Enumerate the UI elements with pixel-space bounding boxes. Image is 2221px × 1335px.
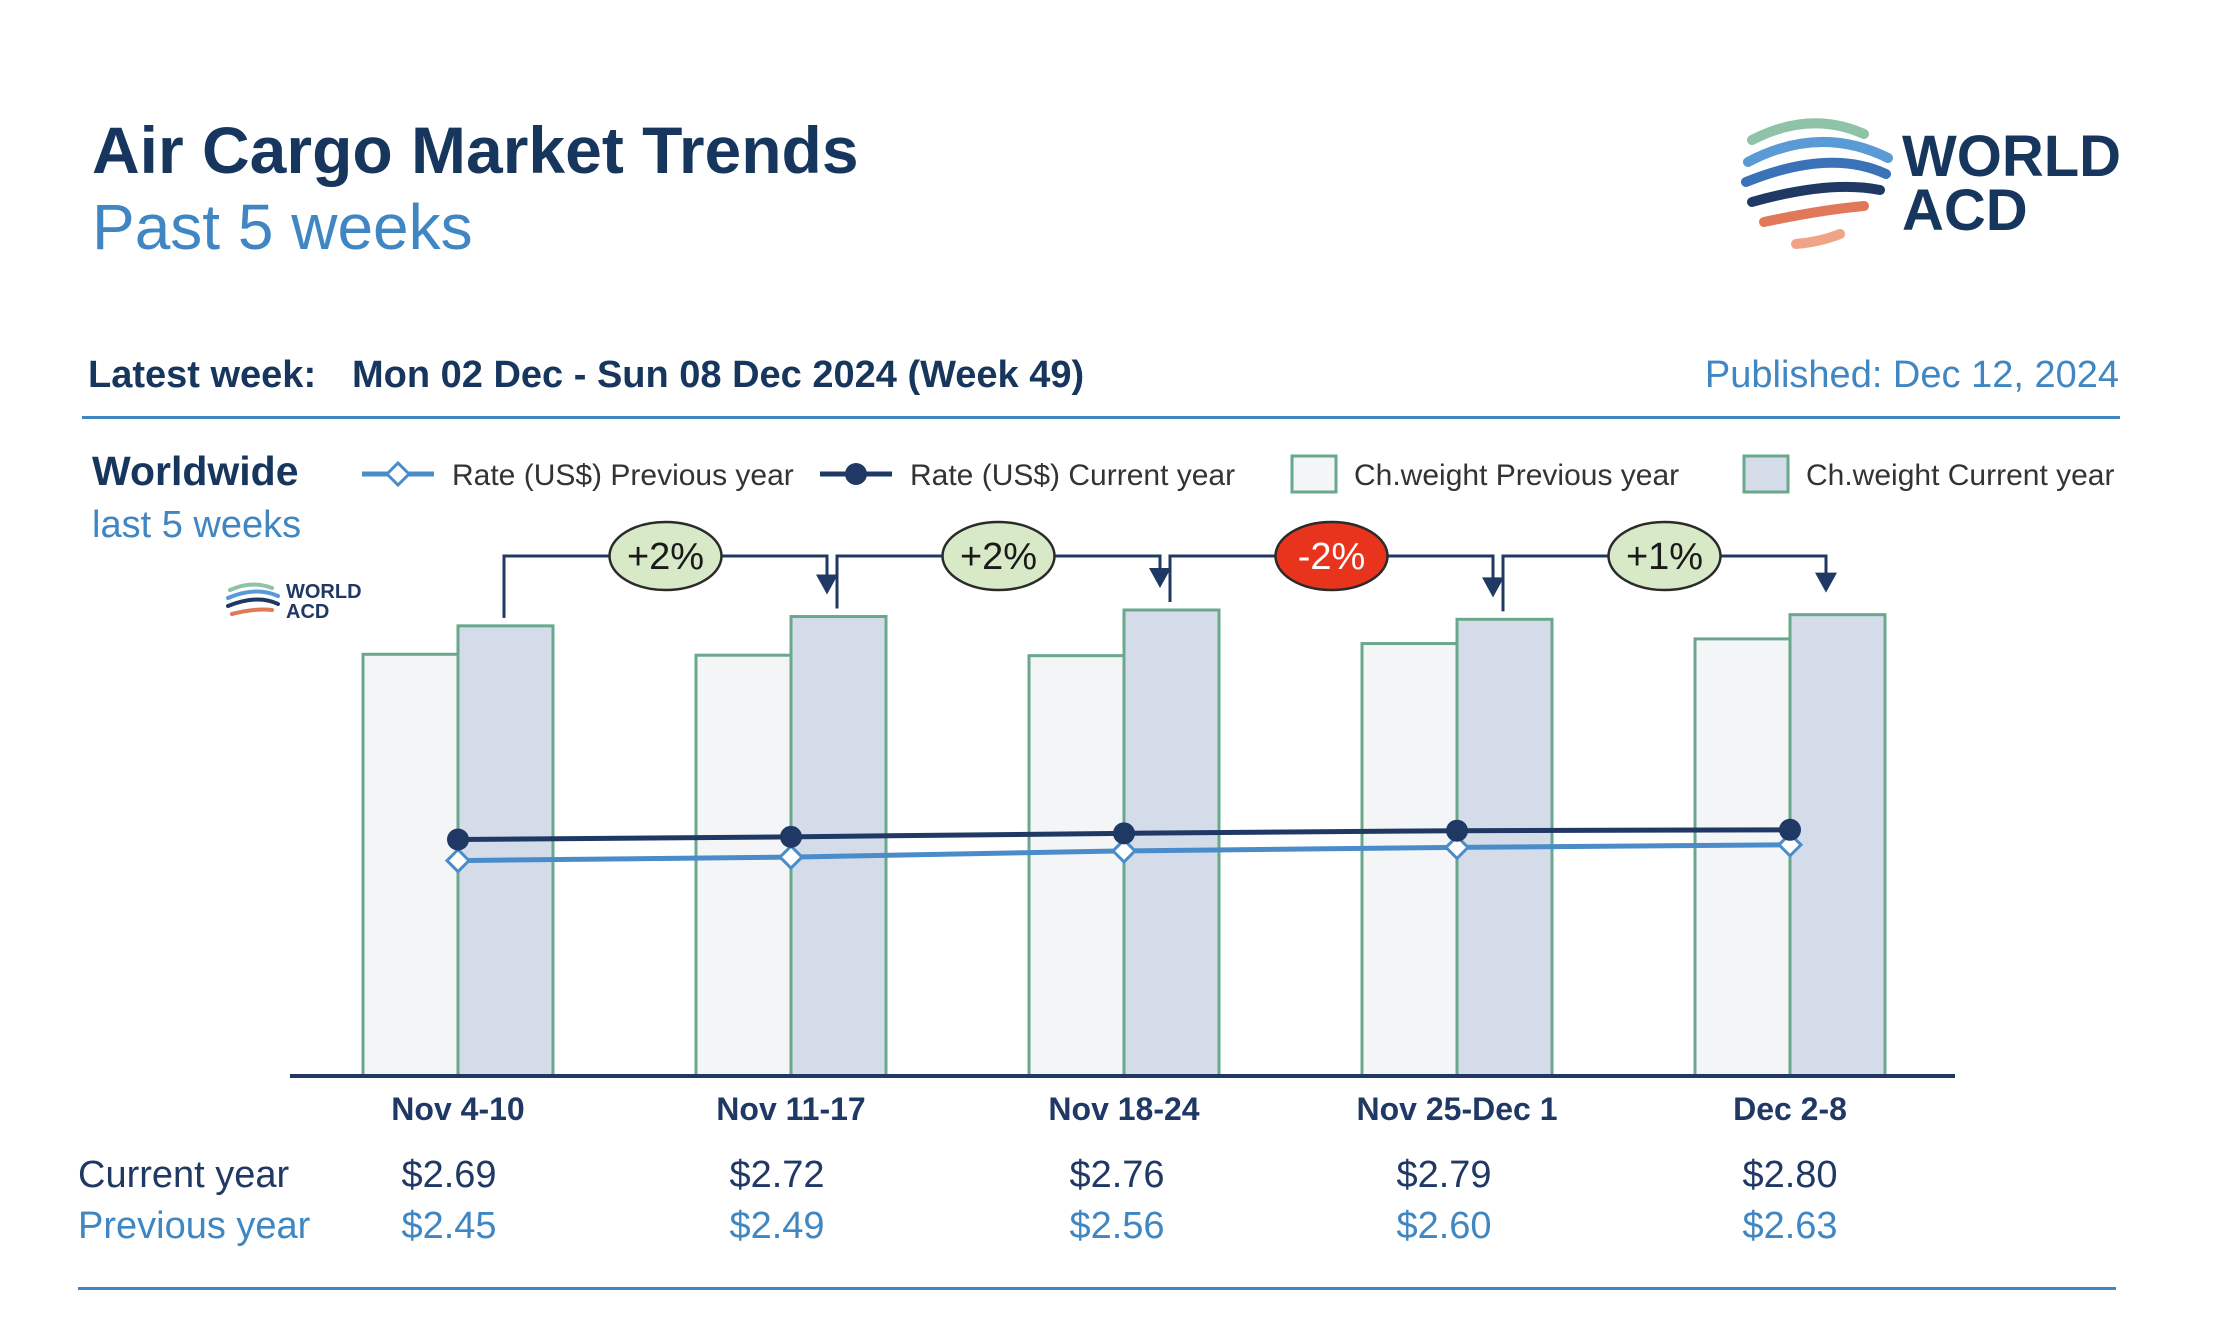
rate-value-previous-year: $2.49 [729,1205,824,1247]
bar-chweight-previous-year [1360,642,1459,1078]
logo-text-world: WORLD [1902,124,2121,189]
bar-chweight-previous-year [1027,654,1126,1078]
rate-value-previous-year: $2.45 [401,1205,496,1247]
bar-chweight-current-year [1788,613,1887,1078]
point-rate-current-year [1446,819,1468,842]
legend-marker-rate-current [845,463,867,485]
rate-value-current-year: $2.69 [401,1154,496,1196]
change-pill [1607,520,1722,592]
legend-label-chweight-current: Ch.weight Current year [1806,459,2114,492]
rate-value-previous-year: $2.63 [1742,1205,1837,1247]
change-pill-label: +1% [1626,536,1703,578]
category-label: Nov 25-Dec 1 [1357,1091,1558,1127]
point-rate-current-year [1113,822,1135,845]
point-rate-previous-year [444,847,472,874]
change-pill-label: -2% [1298,536,1366,578]
category-label: Nov 11-17 [716,1091,865,1127]
bar-chweight-previous-year [361,652,460,1078]
logo-text-acd: ACD [1902,178,2028,243]
world-acd-logo: WORLD ACD [1741,118,2121,249]
watermark-swoosh [226,589,280,600]
category-label: Nov 18-24 [1048,1091,1199,1127]
change-pill [941,520,1056,592]
watermark-text-world: WORLD [286,581,362,603]
rate-value-previous-year: $2.60 [1396,1205,1491,1247]
change-pill-label: +2% [960,536,1037,578]
watermark-swoosh [226,597,280,608]
change-pill [1274,520,1389,592]
rate-value-previous-year: $2.56 [1069,1205,1164,1247]
legend-marker-rate-previous [384,460,412,488]
point-rate-current-year [447,828,469,851]
published-date: Published: Dec 12, 2024 [1704,354,2119,396]
page-subtitle: Past 5 weeks [92,191,473,263]
point-rate-previous-year [1443,834,1471,861]
category-label: Dec 2-8 [1733,1091,1847,1127]
point-rate-previous-year [777,843,805,871]
rate-value-current-year: $2.79 [1396,1154,1491,1196]
legend-label-rate-previous: Rate (US$) Previous year [452,459,794,492]
bar-chweight-previous-year [1693,637,1792,1078]
row-label-current-year: Current year [78,1154,290,1196]
point-rate-previous-year [1110,837,1138,865]
rate-value-current-year: $2.76 [1069,1154,1164,1196]
bar-chweight-current-year [789,615,888,1078]
legend-label-rate-current: Rate (US$) Current year [910,459,1235,492]
change-pill-label: +2% [627,536,704,578]
page-title: Air Cargo Market Trends [92,113,859,187]
bar-chweight-current-year [1122,608,1221,1078]
change-arrowhead [1149,568,1171,588]
latest-week-value: Mon 02 Dec - Sun 08 Dec 2024 (Week 49) [352,354,1085,396]
footer-divider [78,1287,2116,1290]
region-title: Worldwide [92,448,299,494]
change-arrowhead [1482,577,1504,598]
watermark-swoosh [230,607,274,616]
point-rate-current-year [1779,818,1801,841]
change-pill [608,520,723,592]
header-divider [82,416,2120,419]
change-arrowhead [1815,572,1837,593]
change-arrowhead [816,574,838,595]
rate-value-current-year: $2.80 [1742,1154,1837,1196]
rate-value-current-year: $2.72 [729,1154,824,1196]
legend-swatch-chweight-previous [1290,454,1338,494]
watermark-swoosh [228,582,274,592]
legend-label-chweight-previous: Ch.weight Previous year [1354,459,1679,492]
category-label: Nov 4-10 [391,1091,524,1127]
region-subtitle: last 5 weeks [92,504,302,546]
bar-chweight-previous-year [694,653,793,1078]
bar-chweight-current-year [456,624,555,1078]
latest-week-label: Latest week: [88,354,317,396]
watermark-text-acd: ACD [286,601,329,623]
row-label-previous-year: Previous year [78,1205,311,1247]
legend-swatch-chweight-current [1742,454,1790,494]
point-rate-current-year [780,825,802,848]
